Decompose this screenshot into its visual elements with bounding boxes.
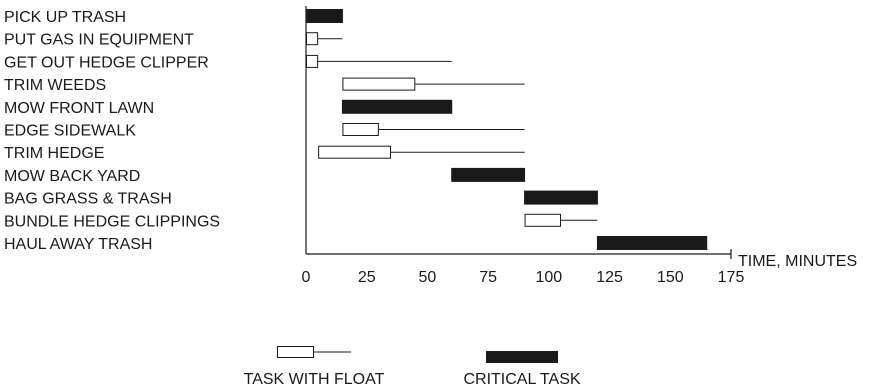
x-tick-label: 125 [596,269,623,286]
task-label: TRIM HEDGE [4,145,104,162]
task-label: MOW BACK YARD [4,168,140,185]
task-label: GET OUT HEDGE CLIPPER [4,54,209,71]
x-tick-label: 150 [657,269,684,286]
float-task-bar [342,123,379,136]
critical-task-bar [451,167,526,182]
task-label: EDGE SIDEWALK [4,123,136,140]
task-label: TRIM WEEDS [4,77,106,94]
x-tick-label: 75 [479,269,497,286]
task-label: PICK UP TRASH [4,9,126,26]
task-label: MOW FRONT LAWN [4,100,154,117]
critical-task-bar [305,9,343,23]
float-task-bar [342,77,416,91]
x-tick-label: 0 [302,269,311,286]
axes: TIME, MINUTES [305,6,857,270]
legend-float-swatch [277,346,314,358]
task-label: PUT GAS IN EQUIPMENT [4,32,194,49]
x-tick-label: 25 [358,269,376,286]
task-label: HAUL AWAY TRASH [4,236,152,253]
legend-float-label: TASK WITH FLOAT [244,371,385,388]
x-tick-labels: 0 25 50 75 100 125 150 175 [302,269,745,286]
legend-critical-swatch [486,351,558,363]
critical-task-bar [524,190,598,205]
critical-task-bar [341,99,453,114]
task-labels: PICK UP TRASH PUT GAS IN EQUIPMENT GET OUT… [4,9,220,253]
task-bars [305,9,708,250]
legend-critical-label: CRITICAL TASK [463,371,580,388]
float-task-bar [306,32,319,46]
x-tick-label: 100 [536,269,563,286]
float-task-bar [524,213,561,227]
legend: TASK WITH FLOAT CRITICAL TASK [244,346,581,388]
task-label: BUNDLE HEDGE CLIPPINGS [4,213,220,230]
float-task-bar [306,54,319,68]
x-tick-label: 50 [419,269,437,286]
task-label: BAG GRASS & TRASH [4,191,172,208]
critical-task-bar [596,236,708,250]
x-tick-label: 175 [718,269,745,286]
float-task-bar [318,145,391,159]
x-axis-title: TIME, MINUTES [738,253,857,270]
